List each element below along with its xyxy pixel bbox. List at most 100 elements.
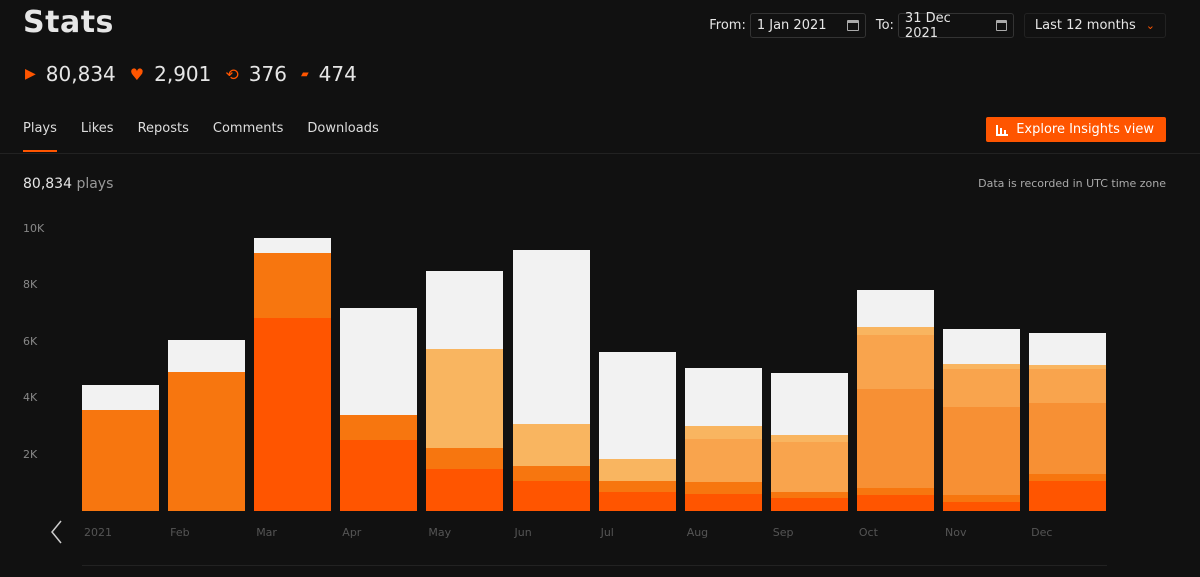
tab-downloads[interactable]: Downloads — [307, 121, 379, 136]
bar-segment-series-2 — [770, 492, 848, 499]
bar-segment-series-2 — [943, 494, 1020, 502]
bar-segment-series-1 — [684, 494, 762, 511]
bar-segment-series-2 — [598, 481, 676, 493]
date-range: From: 1 Jan 2021 To: 31 Dec 2021 Last 12… — [709, 10, 1166, 41]
bar-segment-series-5 — [684, 426, 762, 440]
to-label: To: — [875, 18, 894, 33]
bar-segment-series-1 — [426, 468, 504, 511]
y-tick-label: 8K — [23, 278, 38, 292]
y-tick-label: 2K — [23, 447, 38, 461]
x-tick-label: Oct — [858, 526, 878, 539]
bar-segment-series-1 — [856, 494, 934, 511]
total-comments: 474 — [318, 62, 357, 86]
from-date-value: 1 Jan 2021 — [756, 18, 827, 33]
bar-segment-series-2 — [254, 252, 332, 319]
chevron-down-icon: ⌄ — [1145, 19, 1155, 32]
explore-insights-label: Explore Insights view — [1016, 122, 1154, 137]
bar-segment-series-4 — [1029, 368, 1107, 403]
bar-segment-series-6 — [340, 307, 418, 416]
tab-likes[interactable]: Likes — [80, 121, 114, 136]
timezone-note: Data is recorded in UTC time zone — [978, 177, 1166, 190]
bar-segment-series-5 — [770, 434, 848, 442]
x-tick-label: Dec — [1031, 526, 1053, 539]
bar-segment-series-2 — [340, 415, 418, 440]
bar-segment-series-3 — [856, 388, 934, 488]
x-tick-label: May — [428, 526, 452, 539]
bar-segment-series-2 — [512, 465, 590, 482]
total-reposts: 376 — [248, 62, 287, 86]
bar-segment-series-6 — [254, 238, 332, 253]
x-tick-label: Jul — [600, 526, 614, 539]
chevron-left-icon[interactable] — [48, 519, 66, 545]
bar-segment-series-6 — [82, 384, 159, 411]
bar-segment-series-6 — [1029, 333, 1107, 365]
bar-segment-series-6 — [943, 329, 1020, 365]
bar-segment-series-3 — [943, 406, 1020, 495]
bar-segment-series-2 — [1029, 474, 1107, 482]
bar-segment-series-5 — [856, 327, 934, 336]
bar-segment-series-2 — [856, 487, 934, 495]
bar-segment-series-5 — [1029, 364, 1107, 369]
x-tick-label: Nov — [945, 526, 967, 539]
comment-icon: ▰ — [300, 68, 309, 80]
plays-count-unit: plays — [76, 176, 114, 192]
x-tick-label: Mar — [256, 526, 277, 539]
to-date-input[interactable]: 31 Dec 2021 — [897, 10, 1014, 41]
calendar-icon — [995, 20, 1007, 31]
scroll-baseline — [82, 565, 1107, 566]
bar-segment-series-1 — [340, 439, 418, 511]
totals-row: ▶ 80,834 ♥ 2,901 ⟲ 376 ▰ 474 — [25, 62, 371, 86]
calendar-icon — [846, 20, 859, 31]
total-plays: 80,834 — [45, 62, 116, 86]
bar-segment-series-2 — [82, 410, 159, 511]
total-likes: 2,901 — [154, 62, 212, 86]
bar-segment-series-1 — [943, 501, 1020, 511]
bar-segment-series-6 — [168, 340, 246, 372]
bar-segment-series-6 — [598, 351, 676, 460]
bar-segment-series-6 — [856, 289, 934, 328]
bar-segment-series-6 — [512, 249, 590, 424]
tab-plays[interactable]: Plays — [23, 121, 57, 152]
bar-segment-series-2 — [684, 481, 762, 495]
plays-count-value: 80,834 — [23, 176, 72, 192]
bar-segment-series-5 — [426, 349, 504, 449]
bar-segment-series-1 — [598, 492, 676, 511]
to-date-value: 31 Dec 2021 — [904, 10, 951, 41]
heart-icon: ♥ — [129, 64, 145, 84]
bar-segment-series-1 — [512, 481, 590, 511]
bar-segment-series-5 — [598, 459, 676, 482]
y-tick-label: 10K — [23, 222, 45, 235]
bar-chart-icon — [996, 124, 1009, 136]
bar-segment-series-6 — [426, 271, 504, 350]
bar-segment-series-6 — [770, 373, 848, 435]
tab-bar: Plays Likes Reposts Comments Downloads — [23, 121, 403, 152]
bar-segment-series-2 — [426, 448, 504, 469]
bar-segment-series-4 — [856, 335, 934, 389]
x-tick-label: Sep — [772, 526, 794, 539]
tab-comments[interactable]: Comments — [212, 121, 284, 136]
preset-select[interactable]: Last 12 months ⌄ — [1023, 13, 1166, 38]
x-tick-label: 2021 — [84, 526, 112, 539]
x-tick-label: Feb — [170, 526, 190, 539]
preset-value: Last 12 months — [1034, 18, 1136, 33]
bar-segment-series-5 — [943, 364, 1020, 369]
y-tick-label: 4K — [23, 391, 38, 405]
bar-segment-series-4 — [943, 368, 1020, 407]
x-tick-label: Apr — [342, 526, 362, 539]
tab-reposts[interactable]: Reposts — [137, 121, 189, 136]
bar-segment-series-4 — [770, 441, 848, 493]
bar-segment-series-6 — [684, 368, 762, 427]
x-tick-label: Aug — [686, 526, 709, 539]
explore-insights-button[interactable]: Explore Insights view — [986, 117, 1166, 142]
bar-segment-series-2 — [168, 371, 246, 511]
y-tick-label: 6K — [23, 334, 38, 348]
repost-icon: ⟲ — [225, 64, 239, 84]
x-tick-label: Jun — [514, 526, 532, 539]
play-icon: ▶ — [25, 66, 36, 82]
bar-segment-series-1 — [1029, 481, 1107, 511]
bar-segment-series-1 — [770, 498, 848, 511]
from-date-input[interactable]: 1 Jan 2021 — [749, 13, 866, 38]
bar-segment-series-4 — [684, 439, 762, 482]
bar-segment-series-1 — [254, 318, 332, 511]
plays-count: 80,834 plays — [23, 176, 113, 192]
